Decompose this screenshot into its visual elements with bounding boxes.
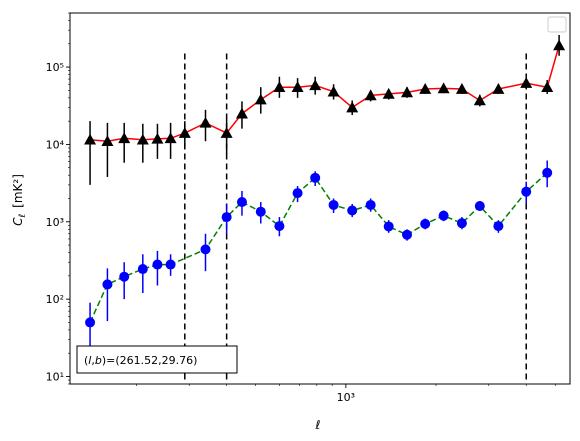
- y-tick-label: 10⁴: [46, 138, 65, 151]
- triangle-marker: [455, 83, 468, 94]
- y-tick-label: 10¹: [46, 371, 64, 384]
- series-1: [85, 160, 553, 354]
- circle-marker: [365, 199, 376, 210]
- triangle-marker: [199, 116, 212, 128]
- circle-marker: [292, 188, 303, 199]
- triangle-marker: [309, 79, 322, 91]
- triangle-marker: [401, 86, 414, 98]
- triangle-marker: [419, 83, 432, 94]
- circle-marker: [438, 210, 449, 221]
- circle-marker: [165, 259, 176, 270]
- triangle-marker: [273, 81, 286, 92]
- circle-marker: [383, 221, 394, 232]
- circle-marker: [119, 271, 130, 282]
- x-tick-label: 10³: [337, 391, 355, 404]
- y-axis-label-main: C: [11, 217, 25, 226]
- circle-marker: [221, 212, 232, 223]
- triangle-marker: [118, 132, 131, 144]
- triangle-marker: [473, 94, 486, 106]
- triangle-marker: [541, 81, 554, 92]
- svg-text:Cℓ[mK²]: Cℓ [mK²]: [11, 174, 28, 226]
- y-tick-label: 10⁵: [46, 61, 64, 74]
- x-axis-label: ℓ: [315, 418, 321, 432]
- plot-area-background: [70, 13, 570, 384]
- triangle-marker: [382, 87, 395, 99]
- circle-marker: [137, 264, 148, 275]
- plot-frame: [69, 12, 571, 385]
- circle-marker: [102, 279, 113, 290]
- circle-marker: [85, 317, 96, 328]
- circle-marker: [328, 199, 339, 210]
- triangle-marker: [235, 107, 248, 119]
- circle-marker: [456, 218, 467, 229]
- triangle-marker: [346, 101, 359, 113]
- legend-box: [547, 16, 567, 33]
- triangle-marker: [291, 81, 304, 92]
- triangle-marker: [151, 132, 164, 144]
- triangle-marker: [164, 132, 177, 144]
- y-axis-label: Cℓ [mK²]: [11, 174, 28, 226]
- triangle-marker: [178, 127, 191, 138]
- annotation-text: (l,b)=(261.52,29.76): [84, 354, 197, 367]
- annotation-box: (l,b)=(261.52,29.76): [76, 345, 238, 374]
- circle-marker: [521, 186, 532, 197]
- y-tick-label: 10³: [46, 216, 64, 229]
- y-axis-label-unit: [mK²]: [11, 174, 25, 208]
- triangle-marker: [364, 89, 377, 101]
- circle-marker: [493, 221, 504, 232]
- triangle-marker: [101, 135, 114, 147]
- y-tick-label: 10²: [46, 293, 64, 306]
- triangle-marker: [254, 93, 267, 105]
- circle-marker: [236, 197, 247, 208]
- triangle-marker: [327, 85, 340, 97]
- triangle-marker: [492, 83, 505, 94]
- y-axis-label-sub: ℓ: [18, 214, 28, 219]
- circle-marker: [474, 200, 485, 211]
- triangle-marker: [520, 77, 533, 88]
- circle-marker: [152, 259, 163, 270]
- circle-marker: [310, 172, 321, 183]
- triangle-marker: [84, 133, 97, 145]
- circle-marker: [274, 221, 285, 232]
- circle-marker: [200, 244, 211, 255]
- triangle-marker: [220, 127, 233, 138]
- circle-marker: [542, 167, 553, 178]
- circle-marker: [402, 229, 413, 240]
- circle-marker: [347, 205, 358, 216]
- triangle-marker: [553, 39, 566, 51]
- series-layer: [84, 34, 566, 354]
- circle-marker: [420, 218, 431, 229]
- circle-marker: [255, 206, 266, 217]
- triangle-marker: [437, 82, 450, 94]
- series-0: [84, 34, 566, 185]
- triangle-marker: [136, 133, 149, 145]
